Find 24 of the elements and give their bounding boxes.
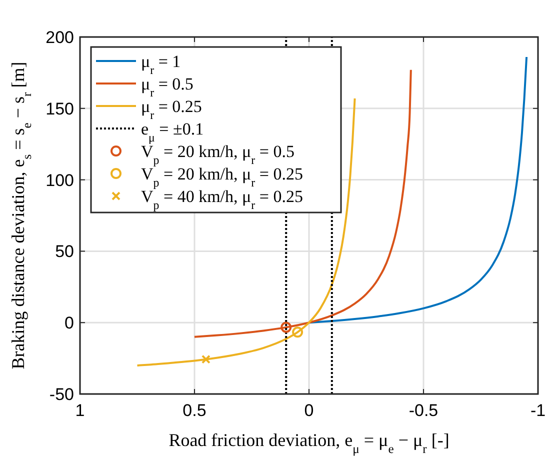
legend-label: μ$_{r}$ = 0.25 [141,97,202,122]
y-tick-label: -50 [49,385,74,404]
y-tick-label: 0 [64,314,74,333]
legend-label: V$_{p}$ = 20 km/h, μ$_{r}$ = 0.5 [141,142,294,167]
legend-label: e$_{μ}$ = ±0.1 [141,120,204,144]
y-tick-label: 100 [46,170,74,190]
point [280,322,292,333]
point [292,326,304,338]
x-tick-label: 1 [75,401,85,420]
line-series [136,97,356,366]
line-series [308,56,528,324]
x-tick-label: -0.5 [408,401,438,420]
x-tick-label: 0 [304,401,314,420]
legend-label: V$_{p}$ = 20 km/h, μ$_{r}$ = 0.25 [141,164,303,190]
point [201,354,210,364]
y-tick-label: 50 [55,242,74,262]
legend-label: μ$_{r}$ = 0.5 [141,74,194,100]
x-tick-label: -1 [530,401,546,420]
x-tick-label: 0.5 [182,401,206,420]
legend-label: V$_{p}$ = 40 km/h, μ$_{r}$ = 0.25 [141,187,303,212]
x-axis-title: Road friction deviation, e$_{μ}$ = μ$_{e}$ − μ$_{r}$ [-] [168,430,450,456]
y-tick-label: 150 [46,99,74,118]
legend-label: μ$_{r}$ = 1 [141,52,181,77]
y-tick-label: 200 [46,28,74,47]
